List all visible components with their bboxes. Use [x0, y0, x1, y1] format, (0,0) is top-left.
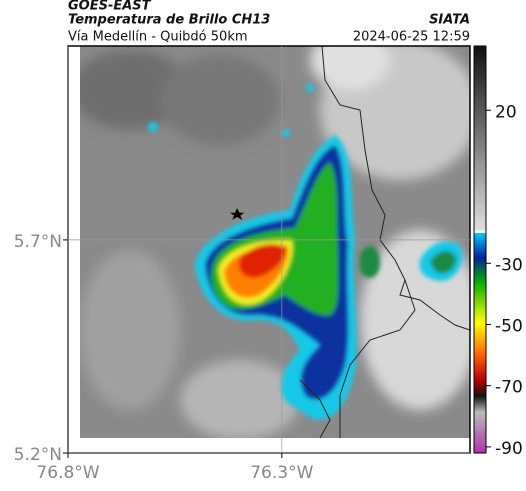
y-tick-label: 5.7°N [14, 232, 62, 252]
x-tick-label: 76.8°W [36, 463, 99, 483]
x-tick-label: 76.3°W [250, 463, 313, 483]
subtitle: Vía Medellín - Quibdó 50km [68, 30, 248, 45]
colorbar-tick-label: 20 [495, 102, 517, 122]
colorbar-tick-label: -90 [495, 439, 523, 459]
title: Temperatura de Brillo CH13 [68, 13, 270, 28]
colorbar-tick-label: -50 [495, 316, 523, 336]
colorbar-tick-label: -70 [495, 378, 523, 398]
colorbar [473, 45, 487, 454]
source: SIATA [429, 13, 470, 28]
datetime: 2024-06-25 12:59 [353, 30, 470, 45]
y-tick-label: 5.2°N [14, 445, 62, 465]
product: GOES-EAST [68, 0, 152, 14]
colorbar-tick-label: -30 [495, 255, 523, 275]
satellite-image [80, 46, 470, 438]
